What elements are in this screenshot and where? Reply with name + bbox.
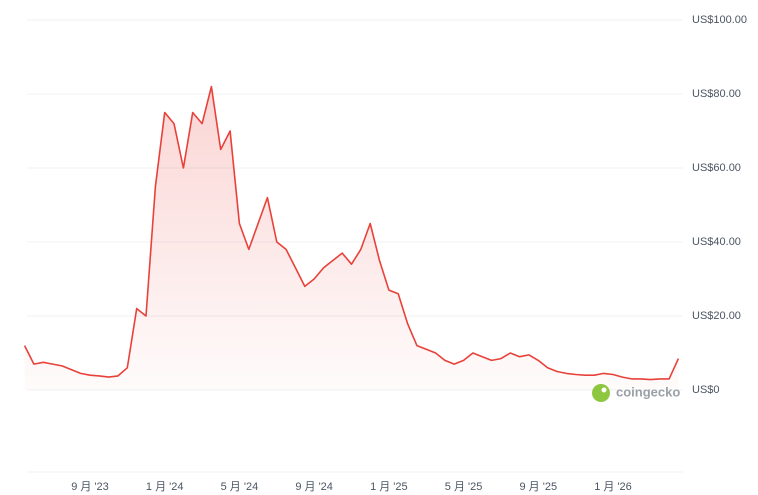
y-tick-label: US$20.00 bbox=[692, 310, 741, 322]
y-tick-label: US$60.00 bbox=[692, 162, 741, 174]
x-tick-label: 5 月 '24 bbox=[221, 481, 259, 493]
x-tick-label: 9 月 '23 bbox=[71, 481, 109, 493]
x-tick-label: 9 月 '25 bbox=[520, 481, 558, 493]
x-tick-label: 9 月 '24 bbox=[295, 481, 333, 493]
watermark-logo-eye bbox=[601, 387, 607, 393]
watermark-logo bbox=[592, 384, 610, 402]
y-tick-label: US$100.00 bbox=[692, 14, 747, 26]
price-line bbox=[23, 85, 680, 381]
y-tick-label: US$40.00 bbox=[692, 236, 741, 248]
watermark: coingecko bbox=[616, 384, 680, 399]
x-tick-label: 1 月 '24 bbox=[146, 481, 184, 493]
y-tick-label: US$80.00 bbox=[692, 88, 741, 100]
x-tick-label: 1 月 '25 bbox=[370, 481, 408, 493]
price-area bbox=[24, 86, 679, 390]
x-tick-label: 5 月 '25 bbox=[445, 481, 483, 493]
x-tick-label: 1 月 '26 bbox=[594, 481, 632, 493]
y-tick-label: US$0 bbox=[692, 384, 720, 396]
